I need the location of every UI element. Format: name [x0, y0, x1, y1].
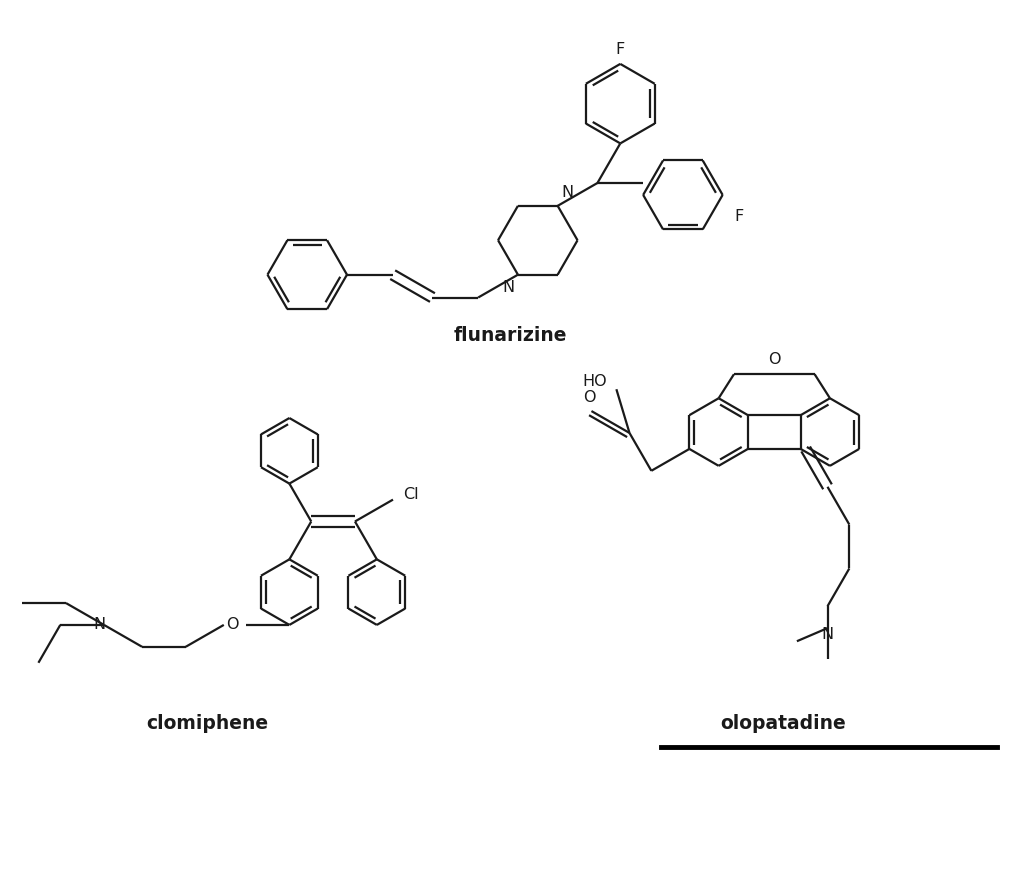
- Text: N: N: [561, 185, 573, 201]
- Text: HO: HO: [581, 374, 607, 389]
- Text: F: F: [615, 42, 625, 58]
- Text: F: F: [733, 210, 742, 225]
- Text: N: N: [501, 280, 514, 295]
- Text: clomiphene: clomiphene: [146, 714, 268, 732]
- Text: Cl: Cl: [402, 487, 419, 503]
- Text: N: N: [821, 626, 833, 642]
- Text: flunarizine: flunarizine: [453, 326, 566, 346]
- Text: olopatadine: olopatadine: [720, 714, 845, 732]
- Text: O: O: [767, 352, 779, 367]
- Text: O: O: [582, 389, 595, 404]
- Text: O: O: [226, 617, 239, 632]
- Text: N: N: [93, 617, 105, 632]
